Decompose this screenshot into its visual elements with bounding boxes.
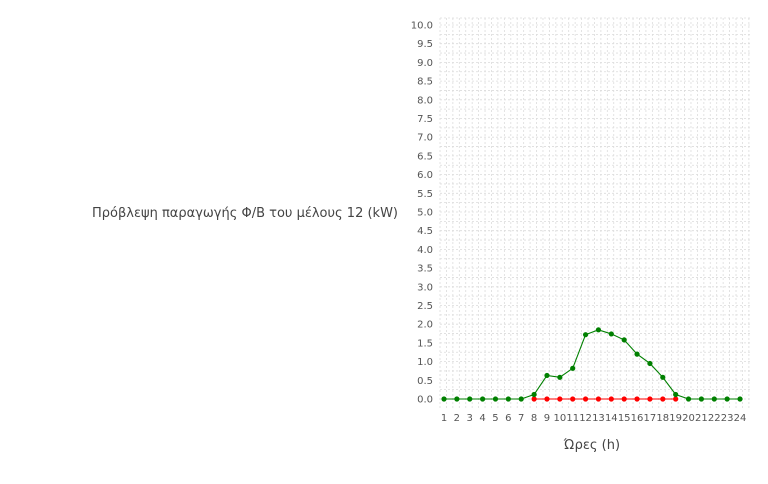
data-point (711, 396, 717, 402)
data-point (480, 396, 486, 402)
x-tick-label: 24 (734, 413, 747, 424)
data-point (724, 396, 730, 402)
y-tick-label: 7.5 (417, 114, 433, 125)
y-tick-label: 3.0 (417, 282, 433, 293)
data-point (531, 396, 537, 402)
x-tick-label: 22 (708, 413, 721, 424)
x-tick-label: 18 (656, 413, 669, 424)
y-tick-label: 4.0 (417, 245, 433, 256)
data-point (660, 374, 666, 380)
x-tick-label: 10 (553, 413, 566, 424)
y-tick-label: 7.0 (417, 133, 433, 144)
data-point (557, 374, 563, 380)
data-point (467, 396, 473, 402)
data-point (673, 391, 679, 398)
x-tick-label: 20 (682, 413, 695, 424)
x-tick-label: 9 (544, 413, 550, 424)
data-point (544, 396, 550, 402)
data-point (608, 331, 614, 337)
y-tick-label: 10.0 (411, 21, 433, 32)
data-point (441, 396, 447, 402)
y-tick-label: 1.0 (417, 357, 433, 368)
y-tick-label: 9.5 (417, 39, 433, 50)
data-point (570, 365, 576, 371)
x-tick-label: 21 (695, 413, 708, 424)
series-1 (531, 396, 679, 402)
y-tick-label: 6.5 (417, 151, 433, 162)
data-point (582, 396, 589, 402)
data-point (647, 396, 653, 402)
data-point (698, 396, 705, 402)
x-tick-label: 23 (721, 413, 734, 424)
y-tick-label: 8.5 (417, 77, 433, 88)
series-line (444, 329, 741, 400)
y-tick-label: 4.5 (417, 226, 433, 237)
grid (439, 17, 750, 408)
data-point (737, 396, 743, 402)
x-tick-label: 3 (467, 413, 473, 424)
data-point (634, 351, 640, 357)
data-point (531, 391, 537, 398)
x-tick-label: 17 (644, 413, 657, 424)
y-tick-label: 6.0 (417, 170, 433, 181)
y-tick-label: 2.0 (417, 320, 433, 331)
data-point (492, 396, 499, 402)
x-tick-label: 16 (631, 413, 644, 424)
data-point (595, 396, 602, 402)
y-tick-label: 2.5 (417, 301, 433, 312)
data-point (608, 396, 614, 402)
x-tick-label: 6 (505, 413, 511, 424)
x-tick-label: 1 (441, 413, 447, 424)
y-tick-label: 3.5 (417, 264, 433, 275)
y-tick-label: 0.5 (417, 376, 433, 387)
y-tick-label: 8.0 (417, 95, 433, 106)
data-point (685, 396, 692, 402)
data-point (557, 396, 563, 402)
x-tick-label: 19 (669, 413, 682, 424)
data-point (570, 396, 576, 402)
data-point (621, 337, 627, 343)
x-tick-label: 13 (592, 413, 605, 424)
data-point (647, 360, 653, 367)
y-tick-label: 5.0 (417, 208, 433, 219)
series-group (441, 327, 743, 402)
y-tick-label: 5.5 (417, 189, 433, 200)
x-axis-label: Ώρες (h) (563, 438, 620, 453)
data-point (660, 396, 666, 402)
y-tick-label: 0.0 (417, 395, 433, 406)
x-tick-label: 2 (454, 413, 460, 424)
data-point (505, 396, 511, 402)
y-tick-label: 9.0 (417, 58, 433, 69)
data-point (544, 372, 550, 379)
x-tick-label: 4 (479, 413, 485, 424)
y-axis-ticks: 0.0 0.5 1.0 1.5 2.0 2.5 3.0 3.5 4.0 4.5 5.0 5.5 6.0 6… (411, 21, 433, 406)
data-point (518, 396, 524, 402)
data-point (634, 396, 640, 402)
y-axis-label: Πρόβλεψη παραγωγής Φ/Β του μέλους 12 (kW… (92, 206, 398, 221)
x-tick-label: 5 (492, 413, 498, 424)
x-tick-label: 14 (605, 413, 618, 424)
x-axis-ticks: 1 2 3 4 5 6 7 8 9 10 11 12 13 14 15 16 17 18 19 20 21 22 23 24 (441, 413, 747, 424)
data-point (595, 327, 602, 333)
x-tick-label: 11 (566, 413, 579, 424)
x-tick-label: 8 (531, 413, 537, 424)
x-tick-label: 7 (518, 413, 524, 424)
data-point (621, 396, 627, 402)
y-tick-label: 1.5 (417, 338, 433, 349)
x-tick-label: 15 (618, 413, 631, 424)
x-tick-label: 12 (579, 413, 592, 424)
series-2 (441, 327, 743, 402)
data-point (454, 396, 460, 402)
data-point (673, 396, 679, 402)
data-point (582, 332, 589, 338)
